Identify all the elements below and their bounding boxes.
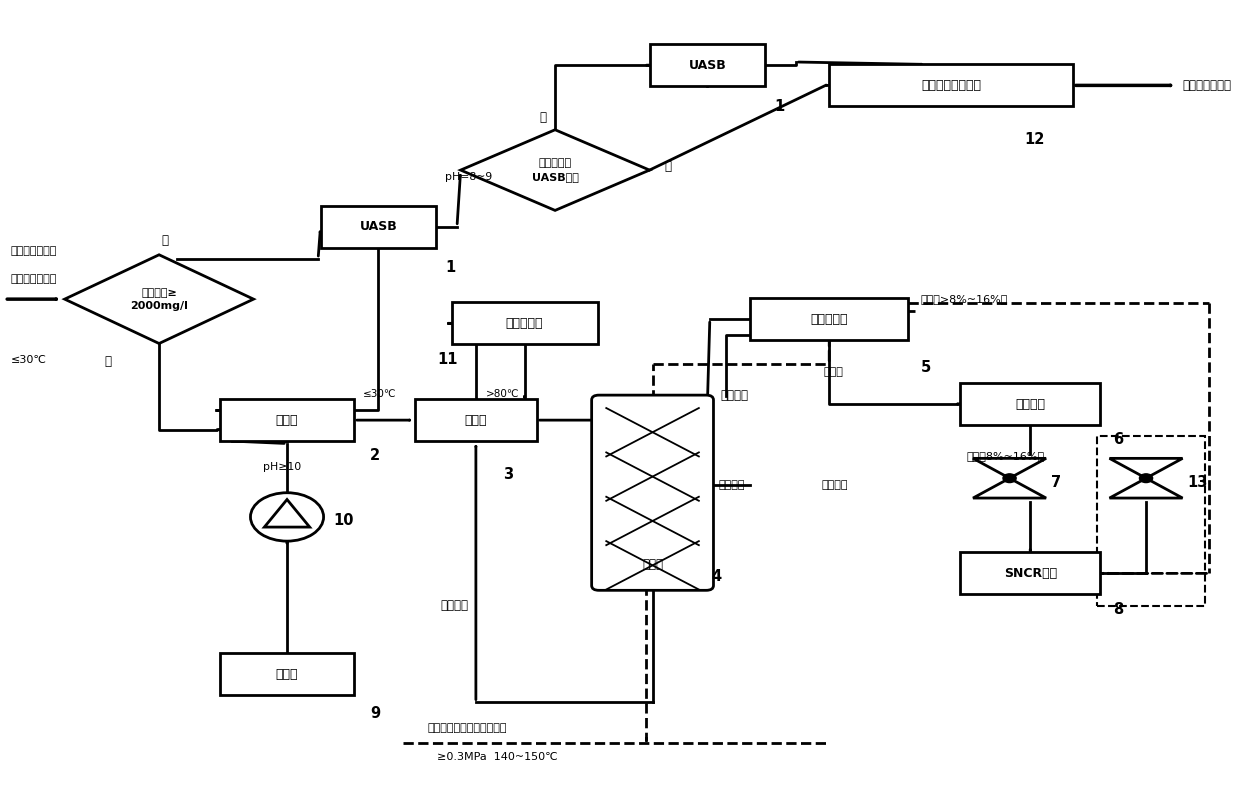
- Polygon shape: [64, 255, 253, 343]
- Text: 否: 否: [539, 112, 547, 124]
- Text: 蒸汽（来自三抽低品蒸汽）: 蒸汽（来自三抽低品蒸汽）: [427, 723, 507, 733]
- FancyBboxPatch shape: [650, 44, 765, 86]
- Circle shape: [250, 493, 324, 541]
- Text: ≥0.3MPa  140~150℃: ≥0.3MPa 140~150℃: [436, 752, 558, 762]
- Text: 否: 否: [161, 234, 169, 246]
- FancyBboxPatch shape: [960, 553, 1100, 595]
- Text: 1: 1: [775, 99, 785, 114]
- FancyBboxPatch shape: [591, 395, 713, 591]
- Text: UASB: UASB: [688, 59, 727, 72]
- Polygon shape: [460, 130, 650, 210]
- Text: 11: 11: [436, 351, 458, 367]
- Text: 5: 5: [920, 360, 931, 375]
- Text: 氨水储罐: 氨水储罐: [1016, 398, 1045, 410]
- Text: 高温出水: 高温出水: [440, 600, 469, 612]
- Text: 冷凝液: 冷凝液: [823, 367, 843, 377]
- Text: 部分排出: 部分排出: [822, 480, 848, 490]
- FancyBboxPatch shape: [219, 399, 355, 441]
- Text: 10: 10: [334, 513, 353, 528]
- Text: 6: 6: [1114, 432, 1123, 448]
- Text: 13: 13: [1188, 475, 1208, 490]
- Text: SNCR装置: SNCR装置: [1003, 567, 1056, 580]
- Polygon shape: [973, 478, 1047, 498]
- FancyBboxPatch shape: [219, 653, 355, 695]
- Text: UASB: UASB: [360, 220, 397, 233]
- Text: 达标排放或回用: 达标排放或回用: [1183, 79, 1231, 92]
- Text: >80℃: >80℃: [486, 389, 520, 398]
- Text: 换热器: 换热器: [465, 414, 487, 427]
- Text: 是: 是: [104, 355, 112, 368]
- FancyBboxPatch shape: [830, 65, 1073, 107]
- Text: 部分回流: 部分回流: [718, 480, 745, 490]
- Text: 预处理后渗滤液: 预处理后渗滤液: [10, 246, 57, 256]
- Text: （含氨氮废水）: （含氨氮废水）: [10, 274, 57, 284]
- Text: 塔顶分凝器: 塔顶分凝器: [811, 313, 848, 326]
- Text: pH=8~9: pH=8~9: [445, 171, 492, 182]
- Polygon shape: [973, 458, 1047, 478]
- Text: 12: 12: [1024, 133, 1044, 147]
- Text: ≤30℃: ≤30℃: [362, 389, 396, 398]
- Text: 2: 2: [370, 448, 379, 463]
- FancyBboxPatch shape: [960, 383, 1100, 425]
- FancyBboxPatch shape: [451, 302, 598, 344]
- Text: 4: 4: [711, 570, 722, 584]
- Circle shape: [1140, 473, 1153, 482]
- Polygon shape: [264, 499, 310, 527]
- Polygon shape: [1110, 458, 1183, 478]
- Text: 3: 3: [502, 467, 513, 482]
- Text: 1: 1: [445, 260, 455, 276]
- Text: ≤30℃: ≤30℃: [10, 355, 46, 364]
- Text: 含氨蒸汽: 含氨蒸汽: [720, 389, 749, 402]
- FancyBboxPatch shape: [415, 399, 537, 441]
- Text: 氨水（8%~16%）: 氨水（8%~16%）: [966, 452, 1044, 461]
- Text: 汽提塔: 汽提塔: [642, 558, 663, 571]
- Text: 7: 7: [1052, 475, 1061, 490]
- FancyBboxPatch shape: [320, 205, 436, 247]
- Text: 氨氮浓度≥
2000mg/l: 氨氮浓度≥ 2000mg/l: [130, 288, 188, 311]
- Text: 8: 8: [1114, 602, 1123, 617]
- Text: 渗滤液后处理系统: 渗滤液后处理系统: [921, 79, 981, 92]
- Text: 碱液罐: 碱液罐: [275, 667, 299, 680]
- Polygon shape: [1110, 478, 1183, 498]
- Text: 余热回收器: 余热回收器: [506, 317, 543, 330]
- Text: 9: 9: [370, 706, 379, 722]
- Circle shape: [1003, 473, 1016, 482]
- Text: pH≥10: pH≥10: [263, 462, 301, 472]
- Text: 前处理经过
UASB系统: 前处理经过 UASB系统: [532, 158, 579, 182]
- Text: 调节池: 调节池: [275, 414, 299, 427]
- Text: 是: 是: [665, 159, 671, 173]
- FancyBboxPatch shape: [750, 298, 909, 340]
- Text: 氨气（>8%~16%）: 氨气（>8%~16%）: [920, 294, 1008, 304]
